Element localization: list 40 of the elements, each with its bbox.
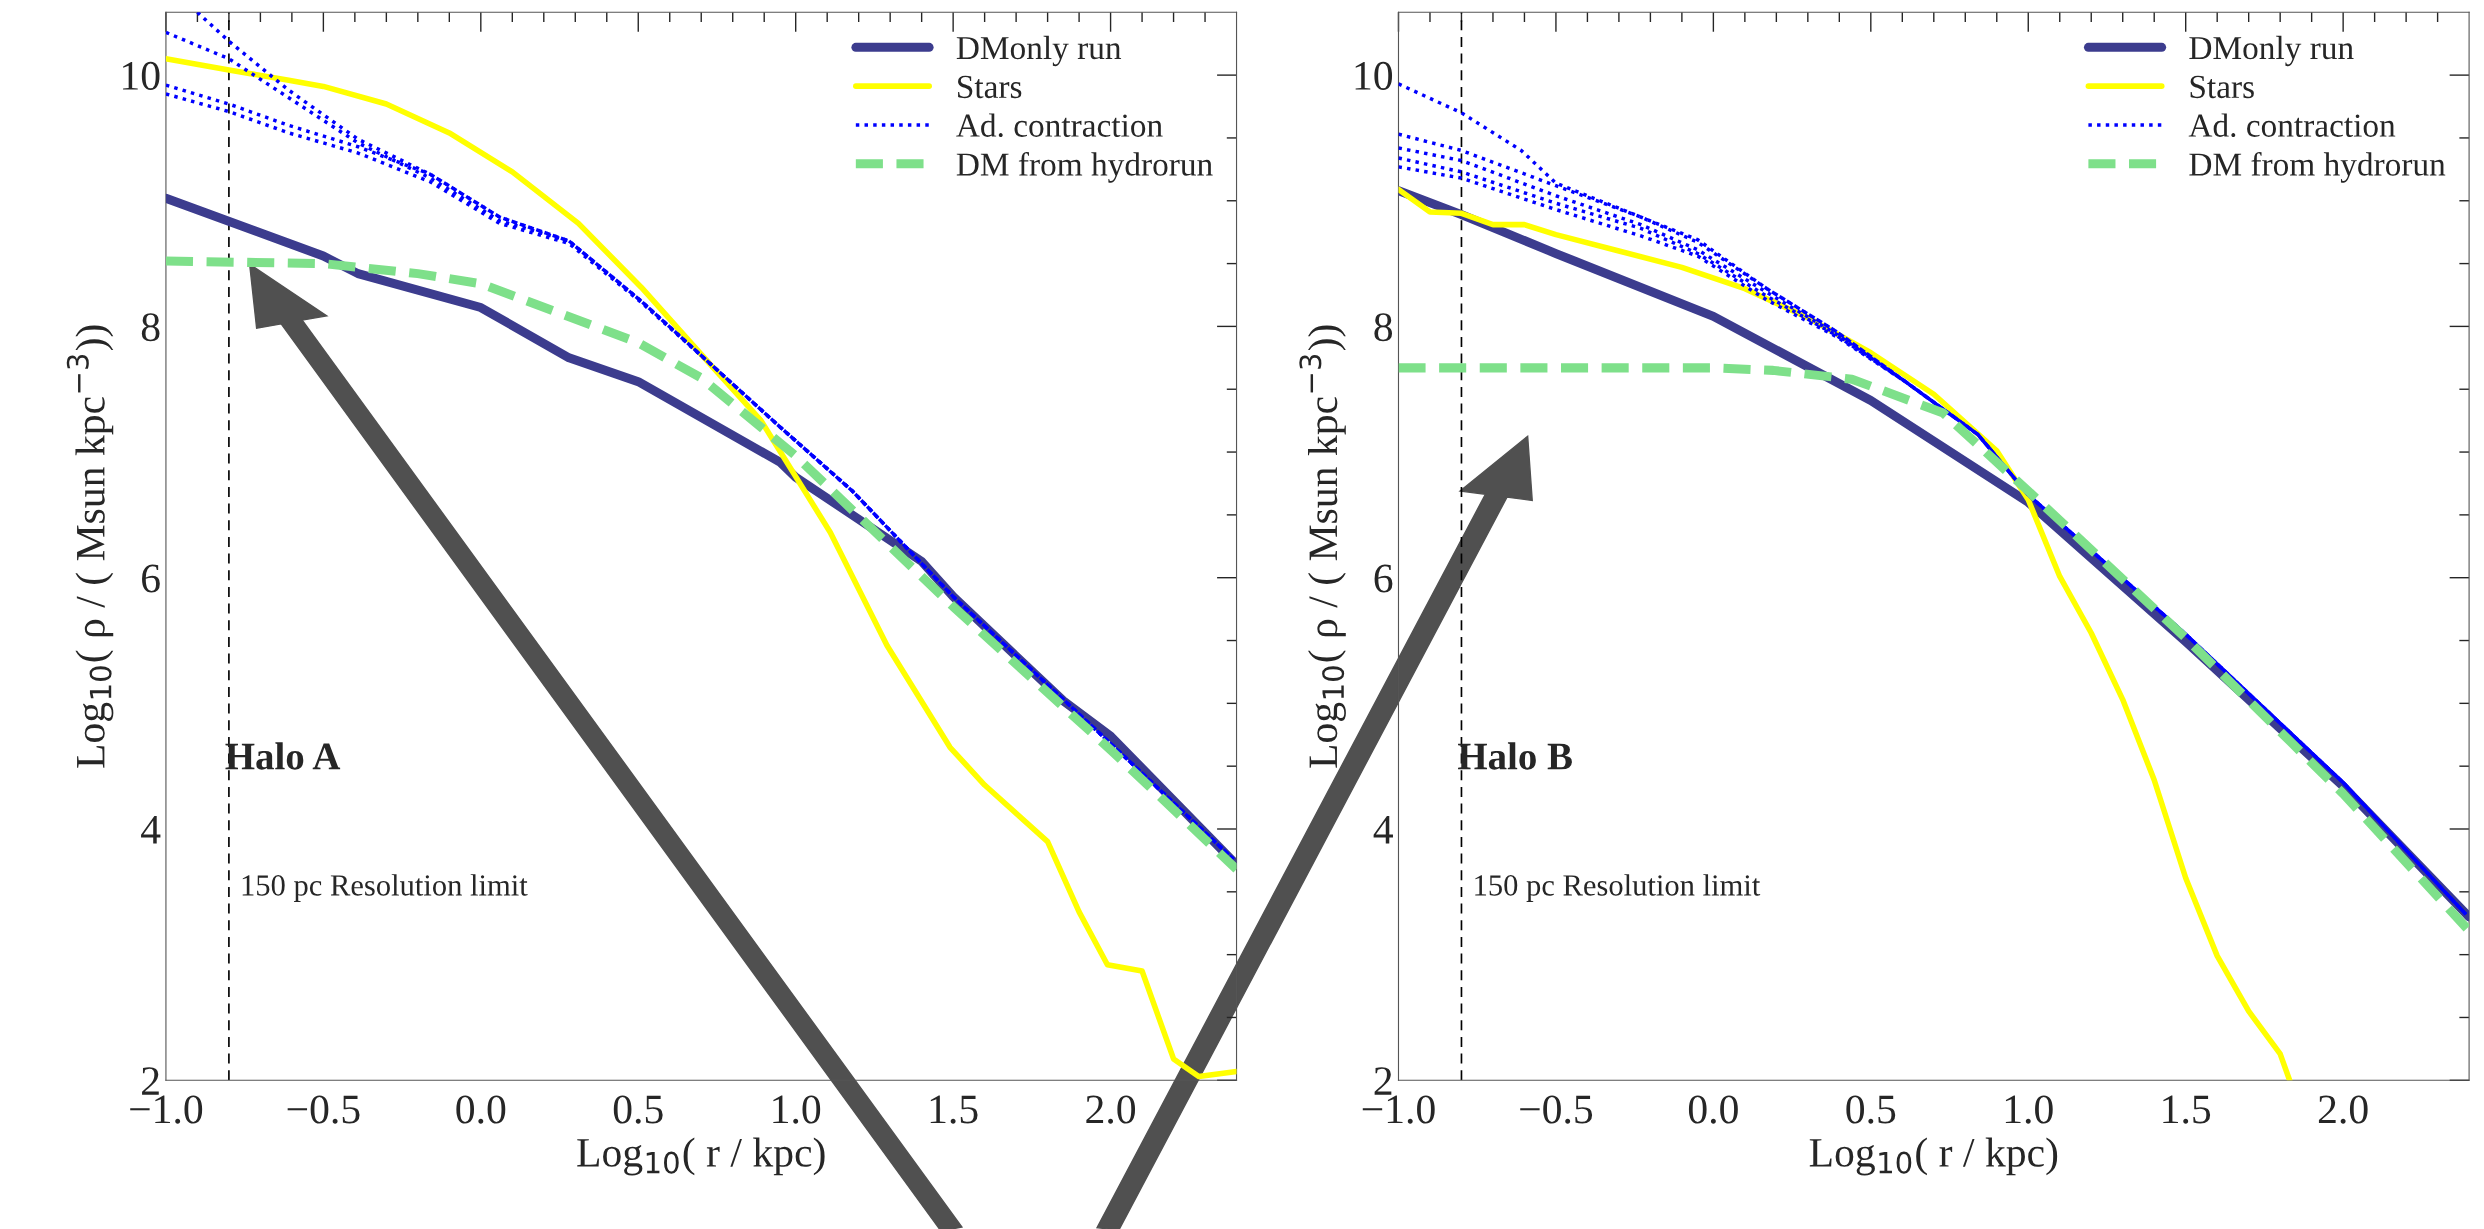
x-tick-label: −1.0 (1362, 1095, 1435, 1124)
x-tick-label: 0.5 (1846, 1095, 1896, 1124)
legend-label: Stars (2190, 75, 2254, 99)
y-tick-label: 10 (123, 61, 160, 90)
annotation: Halo A (225, 742, 341, 770)
y-tick-label: 4 (141, 816, 161, 844)
y-tick-label: 10 (1355, 61, 1393, 90)
x-tick-label: 1.5 (2163, 1095, 2211, 1124)
legend-label: DMonly run (2189, 35, 2354, 67)
x-tick-label: 2.0 (1086, 1095, 1136, 1124)
annotation: Halo B (1458, 742, 1572, 770)
x-tick-label: 1.0 (2005, 1095, 2053, 1124)
x-tick-label: 2.0 (2318, 1095, 2368, 1124)
y-tick-label: 8 (1374, 313, 1393, 342)
x-tick-label: −0.5 (287, 1095, 360, 1124)
x-axis-title: Log$_{10}$( r / kpc) (1809, 1137, 2058, 1176)
y-tick-label: 8 (141, 313, 160, 342)
legend-label: Stars (958, 75, 1022, 99)
legend-label: Ad. contraction (956, 113, 1163, 138)
x-tick-label: −1.0 (130, 1095, 203, 1124)
y-axis-title: Log$_{10}$( ρ / ( Msun kpc$^{−3}$)) (66, 325, 114, 768)
legend-label: DM from hydrorun (2189, 152, 2446, 183)
x-tick-label: 0.5 (613, 1095, 663, 1124)
y-tick-label: 6 (1374, 564, 1393, 593)
x-tick-label: 1.0 (773, 1095, 821, 1124)
x-tick-label: −0.5 (1520, 1095, 1593, 1124)
legend-label: DMonly run (956, 35, 1122, 67)
x-tick-label: 0.0 (1688, 1095, 1738, 1124)
y-tick-label: 2 (1374, 1067, 1392, 1095)
ref-line-label: 150 pc Resolution limit (242, 874, 528, 902)
ref-line-label: 150 pc Resolution limit (1475, 874, 1761, 902)
legend-label: Ad. contraction (2188, 113, 2396, 138)
x-tick-label: 0.0 (456, 1095, 506, 1124)
y-tick-label: 2 (142, 1067, 159, 1095)
x-axis-title: Log$_{10}$( r / kpc) (577, 1137, 825, 1176)
legend-label: DM from hydrorun (956, 152, 1213, 183)
y-tick-label: 4 (1373, 816, 1393, 844)
x-tick-label: 1.5 (930, 1095, 978, 1124)
y-tick-label: 6 (142, 564, 160, 593)
y-axis-title: Log$_{10}$( ρ / ( Msun kpc$^{−3}$)) (1299, 325, 1346, 768)
